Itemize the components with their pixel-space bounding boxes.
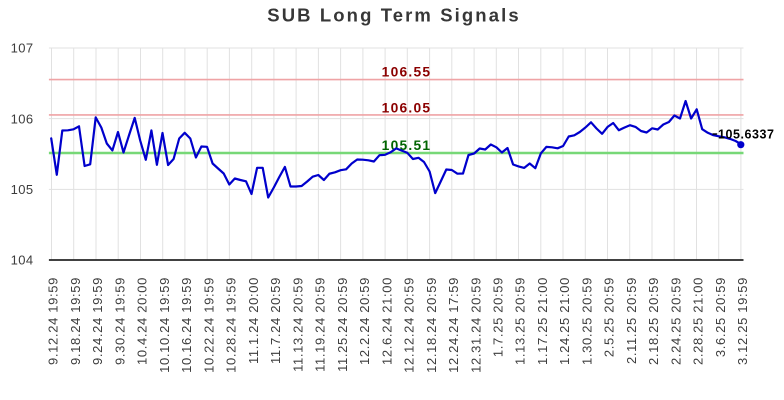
svg-text:1.17.25 21:00: 1.17.25 21:00 [535,277,550,365]
svg-text:11.7.24 20:59: 11.7.24 20:59 [268,277,283,364]
svg-text:105.51: 105.51 [382,138,432,153]
svg-text:12.6.24 21:00: 12.6.24 21:00 [379,277,394,365]
svg-text:11.25.24 20:59: 11.25.24 20:59 [335,277,350,372]
svg-text:9.12.24 19:59: 9.12.24 19:59 [46,277,61,365]
svg-text:2.5.25 20:59: 2.5.25 20:59 [602,277,617,357]
svg-text:106.05: 106.05 [382,101,432,116]
svg-text:3.6.25 20:59: 3.6.25 20:59 [713,277,728,357]
svg-text:105: 105 [11,182,34,197]
svg-text:3.12.25 19:59: 3.12.25 19:59 [735,277,750,365]
svg-text:9.30.24 19:59: 9.30.24 19:59 [112,277,127,365]
svg-text:2.24.25 20:59: 2.24.25 20:59 [668,277,683,365]
svg-text:10.10.24 19:59: 10.10.24 19:59 [157,277,172,373]
svg-text:11.19.24 20:59: 11.19.24 20:59 [313,277,328,372]
svg-text:107: 107 [11,41,34,56]
svg-text:1.13.25 20:59: 1.13.25 20:59 [513,277,528,365]
svg-text:12.12.24 20:59: 12.12.24 20:59 [402,277,417,373]
svg-text:12.18.24 20:59: 12.18.24 20:59 [424,277,439,373]
svg-text:10.22.24 19:59: 10.22.24 19:59 [201,277,216,373]
svg-text:12.31.24 20:59: 12.31.24 20:59 [468,277,483,373]
svg-text:9.18.24 19:59: 9.18.24 19:59 [68,277,83,365]
svg-text:2.18.25 20:59: 2.18.25 20:59 [646,277,661,365]
svg-text:106: 106 [11,111,34,126]
svg-text:SUB Long Term Signals: SUB Long Term Signals [267,5,520,26]
svg-text:12.2.24 20:59: 12.2.24 20:59 [357,277,372,365]
svg-text:9.24.24 19:59: 9.24.24 19:59 [90,277,105,365]
svg-text:104: 104 [11,253,34,268]
svg-text:10.28.24 19:59: 10.28.24 19:59 [224,277,239,373]
svg-text:11.13.24 20:59: 11.13.24 20:59 [290,277,305,372]
svg-text:1.30.25 20:59: 1.30.25 20:59 [580,277,595,365]
svg-text:105.6337: 105.6337 [718,127,775,141]
svg-text:2.28.25 21:00: 2.28.25 21:00 [691,277,706,365]
svg-text:1.7.25 20:59: 1.7.25 20:59 [491,277,506,357]
svg-text:10.16.24 19:59: 10.16.24 19:59 [179,277,194,373]
svg-text:11.1.24 20:00: 11.1.24 20:00 [246,277,261,364]
svg-text:10.4.24 20:00: 10.4.24 20:00 [135,277,150,365]
svg-text:2.11.25 20:59: 2.11.25 20:59 [624,277,639,364]
svg-text:1.24.25 21:00: 1.24.25 21:00 [557,277,572,365]
svg-text:106.55: 106.55 [382,65,432,80]
svg-text:12.24.24 17:59: 12.24.24 17:59 [446,277,461,373]
